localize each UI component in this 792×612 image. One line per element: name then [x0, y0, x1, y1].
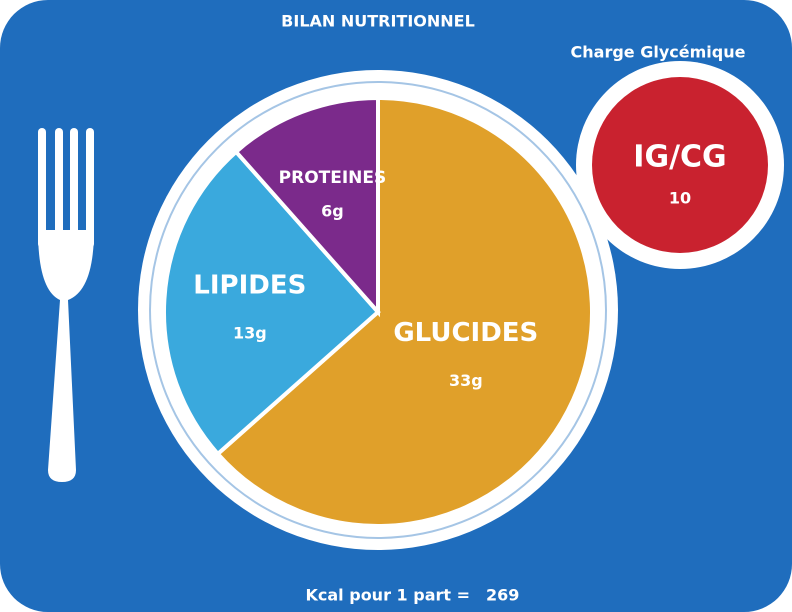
pie-slice	[214, 95, 594, 528]
badge-title: Charge Glycémique	[571, 43, 746, 62]
slice-label: GLUCIDES	[393, 318, 538, 348]
pie-slice	[233, 95, 380, 318]
fork	[38, 128, 94, 482]
slice-label: LIPIDES	[193, 271, 306, 301]
slice-value: 33g	[449, 371, 483, 390]
badge-value: 10	[669, 189, 691, 208]
slice-value: 6g	[321, 201, 344, 220]
chart-title: BILAN NUTRITIONNEL	[281, 12, 475, 31]
slice-label: PROTEINES	[279, 168, 387, 188]
slice-value: 13g	[233, 324, 267, 343]
footer-label: Kcal pour 1 part =	[306, 586, 471, 605]
plate-rim	[149, 81, 607, 539]
pie-slice	[162, 148, 381, 457]
footer-value: 269	[486, 586, 519, 605]
badge-circle	[592, 77, 768, 253]
badge-label: IG/CG	[633, 140, 726, 175]
